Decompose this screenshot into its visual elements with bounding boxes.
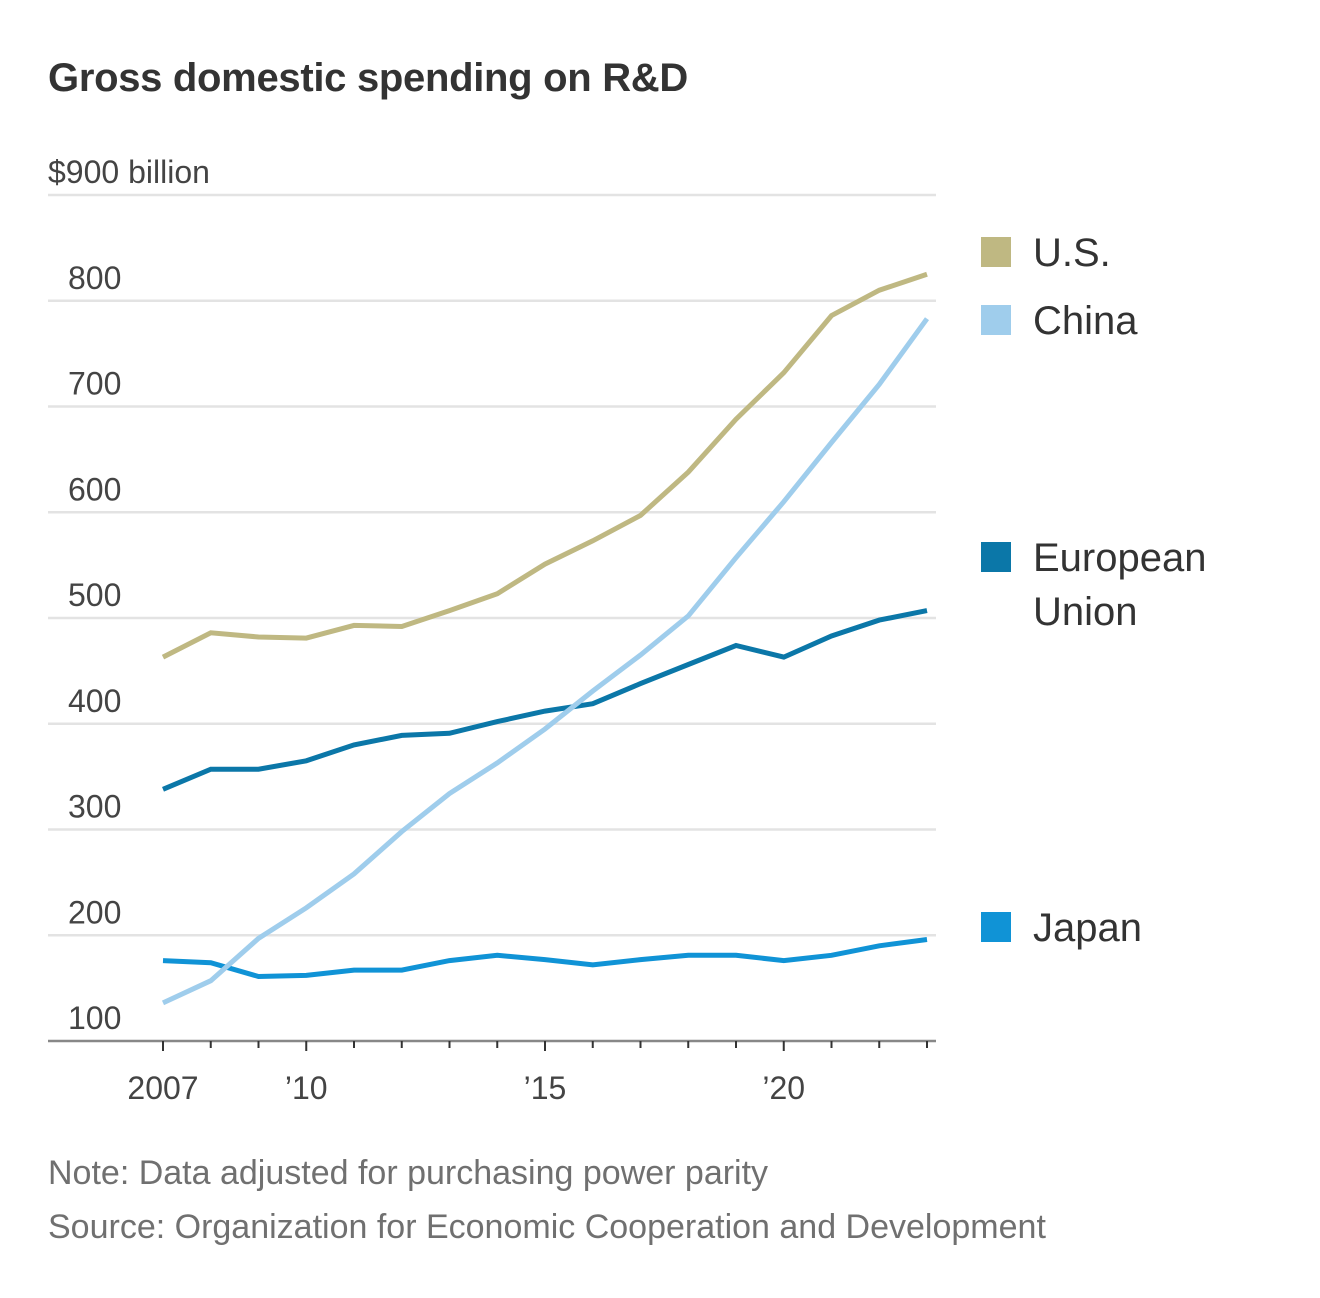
chart-source: Source: Organization for Economic Cooper… (48, 1208, 1046, 1246)
x-tick-label: ’20 (762, 1070, 805, 1106)
y-tick-label: 800 (68, 260, 121, 296)
x-axis: 2007 ’10 ’15 ’20 (127, 1041, 928, 1106)
y-tick-label: 400 (68, 683, 121, 719)
x-tick-label: 2007 (127, 1070, 198, 1106)
legend-label: China (1033, 299, 1138, 343)
x-tick-label: ’10 (285, 1070, 328, 1106)
y-tick-label: 100 (68, 1000, 121, 1036)
legend-swatch (981, 542, 1011, 572)
x-tick-label: ’15 (524, 1070, 567, 1106)
y-axis-labels: 100 200 300 400 500 600 700 800 $900 billion (48, 154, 210, 1036)
legend-label: European (1033, 536, 1206, 580)
series-line-japan (162, 937, 928, 980)
y-tick-label: 600 (68, 471, 121, 507)
y-tick-label: 300 (68, 789, 121, 825)
y-tick-label: $900 billion (48, 154, 210, 190)
legend-swatch (981, 912, 1011, 942)
y-tick-label: 700 (68, 366, 121, 402)
series-lines (161, 271, 930, 1006)
series-line-u-s (161, 271, 928, 660)
chart-note: Note: Data adjusted for purchasing power… (48, 1154, 769, 1192)
y-tick-label: 500 (68, 577, 121, 613)
legend-label: Japan (1033, 906, 1142, 950)
series-line-china (161, 317, 930, 1006)
legend: U.S. China European Union Japan (981, 231, 1206, 950)
legend-label: U.S. (1033, 231, 1111, 275)
y-tick-label: 200 (68, 894, 121, 930)
legend-swatch (981, 305, 1011, 335)
legend-swatch (981, 237, 1011, 267)
series-line-european-union (162, 608, 928, 792)
legend-label: Union (1033, 590, 1138, 634)
gridlines (48, 193, 936, 1043)
chart-title: Gross domestic spending on R&D (48, 56, 688, 100)
